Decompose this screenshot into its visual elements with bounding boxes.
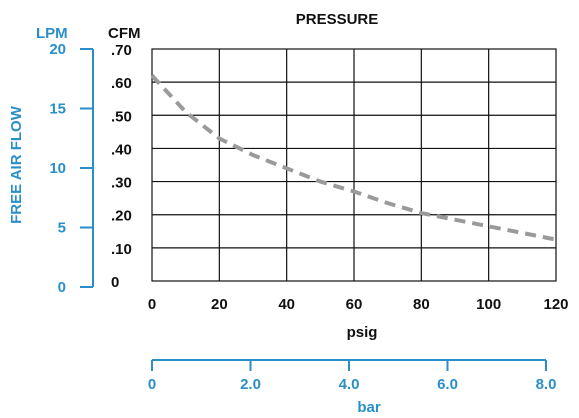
secondary-y-tick-label: 0 [58,279,66,296]
y-tick-label: .10 [111,241,132,258]
secondary-x-tick-label: 0 [148,376,156,393]
plot-grid [151,48,557,282]
x-tick-label: 100 [476,296,501,313]
x-tick-label: 0 [148,296,156,313]
secondary-x-tick-label: 6.0 [437,376,458,393]
y-tick-label: .40 [111,141,132,158]
secondary-y-axis-title: FREE AIR FLOW [8,105,25,224]
y-tick-label: .60 [111,75,132,92]
chart-title: PRESSURE [296,11,379,28]
y-tick-label: .50 [111,108,132,125]
secondary-x-tick-label: 8.0 [536,376,557,393]
secondary-x-tick-label: 2.0 [240,376,261,393]
secondary-y-tick-label: 10 [49,160,66,177]
x-tick-label: 80 [413,296,430,313]
series-line [150,74,557,242]
series-group [150,74,557,242]
secondary-y-unit-label: LPM [36,25,68,42]
y-tick-label: .30 [111,175,132,192]
secondary-y-ticks: 0 5 10 15 20 [49,41,93,296]
secondary-x-axis-label: bar [357,399,381,416]
y-tick-label: 0 [111,274,119,291]
x-tick-label: 40 [278,296,295,313]
secondary-y-tick-label: 15 [49,101,66,118]
secondary-y-tick-label: 5 [58,220,66,237]
secondary-x-tick-label: 4.0 [339,376,360,393]
secondary-y-tick-label: 20 [49,41,66,58]
x-tick-labels: 0 20 40 60 80 100 120 [148,296,569,313]
y-axis-label: CFM [108,25,141,42]
x-tick-label: 120 [543,296,568,313]
secondary-x-axis: 0 2.0 4.0 6.0 8.0 [148,359,557,393]
x-tick-label: 60 [346,296,363,313]
x-axis-label: psig [347,324,378,341]
y-tick-label: .70 [111,42,132,59]
y-tick-label: .20 [111,208,132,225]
x-tick-label: 20 [211,296,228,313]
y-tick-labels: 0 .10 .20 .30 .40 .50 .60 .70 [111,42,132,291]
